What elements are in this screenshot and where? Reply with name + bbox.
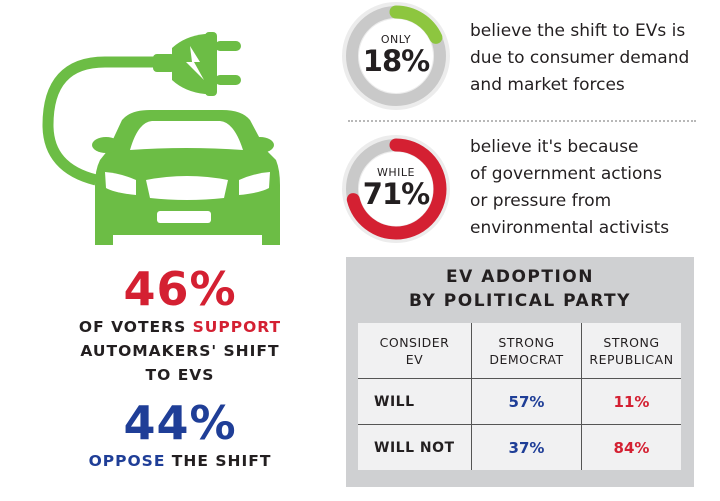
democrat-value: 37% [471,424,582,470]
donut-center [359,19,433,93]
donut-chart-consumer-demand [342,2,450,110]
donut-arc-71 [345,138,447,240]
desc-line: and market forces [470,75,625,95]
table-header-row: CONSIDER EV STRONG DEMOCRAT STRONG REPUBLIC… [358,323,681,379]
header-strong-democrat: STRONG DEMOCRAT [471,323,582,379]
dotted-divider [348,120,696,122]
desc-line: believe the shift to EVs is [470,21,686,41]
support-word: SUPPORT [192,318,282,336]
oppose-line: OPPOSE THE SHIFT [40,449,320,473]
panel-title-line-1: EV ADOPTION [446,267,594,287]
row-label: WILL [358,377,472,425]
republican-value: 84% [581,424,681,470]
desc-line: due to consumer demand [470,48,690,68]
donut-1-label: ONLY 18% [341,33,451,76]
ev-adoption-table: CONSIDER EV STRONG DEMOCRAT STRONG REPUBLIC… [358,323,681,470]
row-label: WILL NOT [358,424,472,470]
donut-chart-government-pressure [342,135,450,243]
desc-line: environmental activists [470,218,670,238]
donut-2-description: believe it's because of government actio… [470,134,669,242]
support-line-3: TO EVS [145,366,215,384]
donut-2-prefix: WHILE [377,166,415,179]
header-strong-republican: STRONG REPUBLICAN [581,323,681,379]
donut-2-percent: 71% [362,177,430,211]
table-row: WILL 57% 11% [358,377,681,425]
democrat-value: 57% [471,377,582,425]
panel-title-line-2: BY POLITICAL PARTY [409,291,631,311]
oppose-word: OPPOSE [88,452,166,470]
desc-line: or pressure from [470,191,612,211]
oppose-percent: 44% [123,396,237,450]
donut-2-label: WHILE 71% [341,166,451,209]
desc-line: believe it's because [470,137,639,157]
republican-value: 11% [581,377,681,425]
panel-title: EV ADOPTION BY POLITICAL PARTY [346,265,694,313]
donut-center [359,152,433,226]
oppose-rest: THE SHIFT [165,452,272,470]
donut-1-prefix: ONLY [380,33,412,46]
header-consider-ev: CONSIDER EV [379,334,450,367]
donut-arc-18 [345,5,447,107]
donut-1-percent: 18% [362,44,430,78]
support-line-2: AUTOMAKERS' SHIFT [80,342,280,360]
desc-line: of government actions [470,164,663,184]
support-text: OF VOTERS [78,318,193,336]
electric-car-plug-icon [42,32,280,245]
support-percent: 46% [123,262,237,316]
table-row: WILL NOT 37% 84% [358,424,681,470]
donut-1-description: believe the shift to EVs is due to consu… [470,18,689,99]
support-line-1: OF VOTERS SUPPORT [40,315,320,339]
